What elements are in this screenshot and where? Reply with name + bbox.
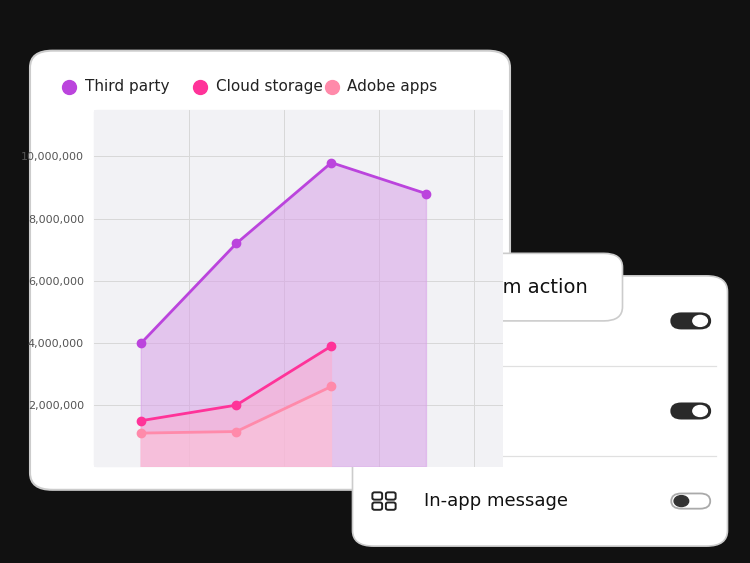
FancyBboxPatch shape xyxy=(671,403,710,419)
Text: Cloud storage: Cloud storage xyxy=(216,79,322,94)
FancyBboxPatch shape xyxy=(30,51,510,490)
Text: Custom action: Custom action xyxy=(447,278,588,297)
Text: Third party: Third party xyxy=(85,79,170,94)
FancyBboxPatch shape xyxy=(352,276,728,546)
Circle shape xyxy=(674,495,688,507)
Circle shape xyxy=(693,405,707,417)
Text: In-app message: In-app message xyxy=(424,492,568,510)
FancyBboxPatch shape xyxy=(94,110,503,467)
FancyBboxPatch shape xyxy=(671,493,710,509)
Polygon shape xyxy=(141,346,332,467)
FancyBboxPatch shape xyxy=(671,313,710,329)
Circle shape xyxy=(693,315,707,327)
FancyBboxPatch shape xyxy=(413,253,622,321)
Polygon shape xyxy=(141,163,427,467)
Text: Adobe apps: Adobe apps xyxy=(347,79,437,94)
Text: Email: Email xyxy=(424,402,474,420)
Text: SMS: SMS xyxy=(424,312,462,330)
Polygon shape xyxy=(141,386,332,467)
